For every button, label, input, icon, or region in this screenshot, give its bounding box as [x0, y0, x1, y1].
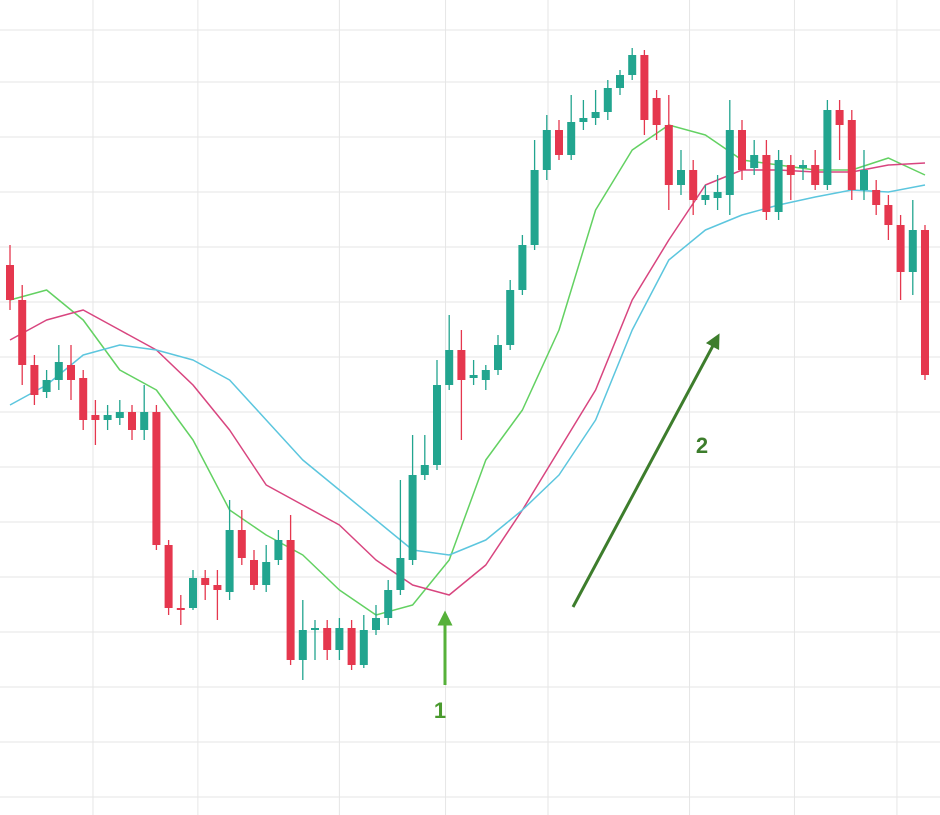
- candle-body: [652, 98, 661, 125]
- candle-body: [54, 362, 63, 380]
- candle-body: [579, 118, 588, 122]
- arrows: [437, 333, 720, 685]
- candle-body: [591, 112, 600, 118]
- candle-body: [79, 378, 88, 420]
- candle-body: [689, 170, 698, 200]
- candle-body: [896, 225, 905, 272]
- candle-body: [176, 608, 185, 610]
- candle-body: [469, 375, 478, 378]
- candle-body: [676, 170, 685, 185]
- candle-body: [774, 160, 783, 212]
- candle-body: [908, 230, 917, 272]
- candle-body: [372, 618, 380, 630]
- candle-body: [42, 380, 51, 392]
- candle-body: [140, 412, 149, 430]
- candle-body: [225, 530, 234, 592]
- candle-body: [798, 165, 807, 168]
- candle-body: [250, 560, 259, 585]
- candle-body: [628, 55, 637, 75]
- candle-body: [554, 130, 563, 155]
- candle-body: [213, 585, 222, 590]
- candle-body: [640, 55, 649, 120]
- candle-body: [859, 170, 868, 190]
- candle-body: [664, 125, 673, 185]
- candle-body: [274, 540, 283, 560]
- candle-body: [493, 345, 502, 370]
- candle-body: [396, 558, 405, 590]
- candle-body: [457, 350, 466, 380]
- candle-body: [103, 415, 112, 420]
- candle-body: [567, 122, 576, 155]
- candle-body: [884, 205, 893, 225]
- candle-body: [298, 630, 307, 660]
- candle-body: [384, 590, 393, 618]
- candle-body: [762, 155, 771, 212]
- candle-body: [750, 155, 759, 168]
- candle-body: [445, 350, 454, 385]
- candle-body: [115, 412, 124, 418]
- arrow-2: [571, 333, 720, 608]
- candle-body: [420, 465, 429, 475]
- moving-average-line: [9, 184, 926, 556]
- candle-body: [872, 190, 881, 205]
- candle-body: [18, 300, 27, 365]
- candle-body: [237, 530, 246, 558]
- candle-body: [737, 130, 746, 170]
- candle-body: [347, 628, 356, 665]
- candle-body: [262, 562, 271, 585]
- candle-body: [506, 290, 515, 345]
- candle-body: [6, 265, 15, 300]
- candles: [6, 48, 929, 680]
- candle-body: [518, 245, 527, 290]
- candle-body: [408, 475, 417, 560]
- candle-body: [811, 165, 820, 185]
- candle-body: [67, 365, 76, 380]
- candle-body: [920, 230, 929, 375]
- annotation: 2: [696, 433, 708, 458]
- moving-average-line: [9, 124, 926, 616]
- candle-body: [615, 75, 624, 88]
- candle-body: [835, 110, 844, 125]
- candle-body: [30, 365, 39, 395]
- candle-body: [164, 545, 173, 608]
- candle-body: [713, 192, 722, 198]
- candle-body: [91, 415, 100, 420]
- moving-average-line: [9, 162, 926, 596]
- candle-body: [847, 120, 856, 190]
- candle-body: [786, 165, 795, 175]
- candle-body: [335, 628, 344, 650]
- candle-body: [701, 195, 710, 200]
- candle-body: [189, 578, 198, 608]
- candle-body: [542, 130, 551, 170]
- candle-body: [603, 88, 612, 112]
- moving-averages: [9, 124, 926, 616]
- annotation: 1: [434, 698, 446, 723]
- candle-body: [201, 578, 210, 585]
- candle-body: [530, 170, 539, 245]
- candle-body: [323, 628, 332, 650]
- candle-body: [823, 110, 832, 185]
- candle-body: [152, 412, 161, 545]
- candle-body: [359, 630, 368, 665]
- candle-body: [481, 370, 490, 380]
- candle-body: [128, 412, 137, 430]
- candle-body: [725, 130, 734, 195]
- candle-body: [286, 540, 295, 660]
- candle-body: [311, 628, 320, 630]
- candle-body: [432, 385, 441, 465]
